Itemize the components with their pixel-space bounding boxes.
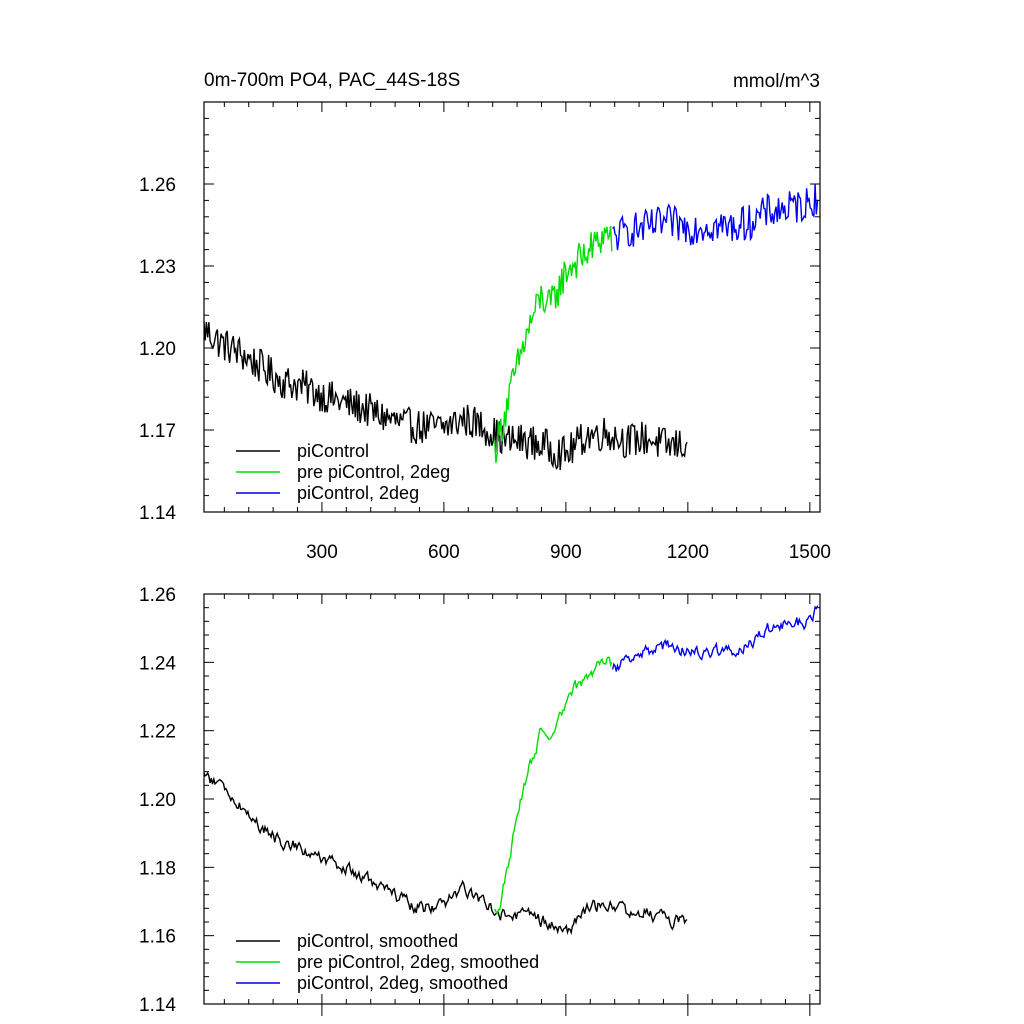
top-x-tick-label: 600 bbox=[428, 542, 460, 563]
bottom-y-tick-label: 1.18 bbox=[139, 858, 176, 879]
bottom-legend-label-2: pre piControl, 2deg, smoothed bbox=[297, 952, 539, 972]
top-y-tick-label: 1.23 bbox=[139, 257, 176, 278]
chart-title: 0m-700m PO4, PAC_44S-18S bbox=[204, 70, 460, 91]
top-series-line-1 bbox=[204, 321, 688, 471]
top-y-tick-label: 1.17 bbox=[139, 421, 176, 442]
top-series-line-2 bbox=[494, 225, 613, 463]
top-plot-panel: 1.14 1.17 1.20 1.23 1.26 300 600 900 1200 1500 piC… bbox=[139, 101, 831, 563]
bottom-y-tick-label: 1.20 bbox=[139, 790, 176, 811]
bottom-series-line-3 bbox=[611, 605, 819, 672]
bottom-y-tick-label: 1.14 bbox=[139, 995, 176, 1016]
bottom-y-tick-label: 1.16 bbox=[139, 927, 176, 948]
units-label: mmol/m^3 bbox=[733, 71, 820, 92]
top-legend-label-2: pre piControl, 2deg bbox=[297, 462, 450, 482]
bottom-plot-panel: 1.14 1.16 1.18 1.20 1.22 1.24 1.26 piControl, s… bbox=[139, 585, 821, 1016]
top-plot-frame bbox=[203, 101, 821, 513]
top-legend-label-1: piControl bbox=[297, 441, 369, 461]
bottom-legend-label-1: piControl, smoothed bbox=[297, 931, 458, 951]
bottom-y-tick-label: 1.22 bbox=[139, 722, 176, 743]
top-y-tick-label: 1.26 bbox=[139, 175, 176, 196]
top-x-tick-label: 1200 bbox=[667, 542, 709, 563]
bottom-y-tick-label: 1.26 bbox=[139, 585, 176, 606]
bottom-y-tick-label: 1.24 bbox=[139, 653, 176, 674]
top-y-tick-label: 1.14 bbox=[139, 503, 176, 524]
top-x-tick-label: 1500 bbox=[789, 542, 831, 563]
bottom-legend-label-3: piControl, 2deg, smoothed bbox=[297, 973, 508, 993]
top-legend-label-3: piControl, 2deg bbox=[297, 483, 419, 503]
top-series-line-3 bbox=[612, 184, 819, 251]
bottom-series-line-2 bbox=[494, 656, 613, 915]
top-y-tick-label: 1.20 bbox=[139, 339, 176, 360]
top-x-tick-label: 900 bbox=[550, 542, 582, 563]
bottom-series-line-1 bbox=[204, 771, 688, 936]
top-x-tick-label: 300 bbox=[306, 542, 338, 563]
